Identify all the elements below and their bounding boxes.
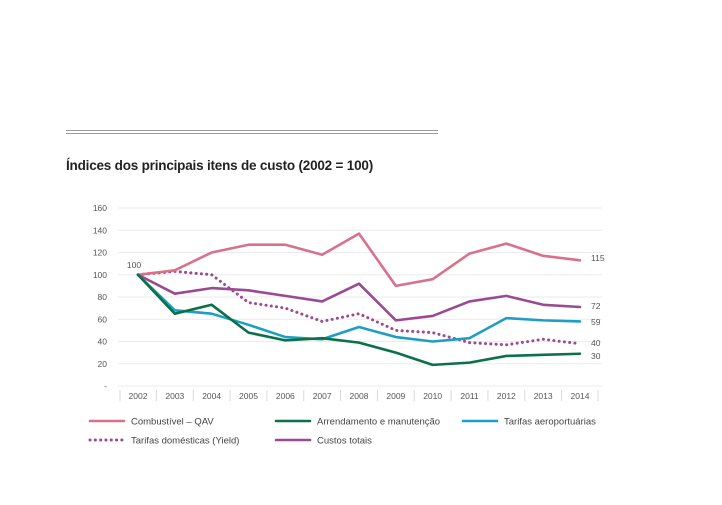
y-tick-label: 140 <box>93 225 107 235</box>
x-tick-label: 2010 <box>423 391 442 401</box>
start-label: 100 <box>127 260 141 270</box>
x-tick-label: 2005 <box>239 391 258 401</box>
end-label: 72 <box>591 301 601 311</box>
legend-label: Combustível – QAV <box>131 417 214 428</box>
series-line <box>136 232 582 288</box>
series-line <box>136 273 582 322</box>
x-tick-label: 2007 <box>313 391 332 401</box>
end-label: 59 <box>591 317 601 327</box>
chart-title: Índices dos principais itens de custo (2… <box>66 158 373 173</box>
y-tick-label: 100 <box>93 270 107 280</box>
legend-label: Tarifas aeroportuárias <box>504 417 596 428</box>
x-tick-label: 2004 <box>202 391 221 401</box>
y-tick-label: 20 <box>98 359 108 369</box>
x-tick-label: 2013 <box>534 391 553 401</box>
end-label: 115 <box>591 253 605 263</box>
y-tick-label: 120 <box>93 248 107 258</box>
y-tick-label: 160 <box>93 203 107 213</box>
x-tick-label: 2012 <box>497 391 516 401</box>
y-tick-label: - <box>104 381 107 391</box>
y-tick-label: 40 <box>98 337 108 347</box>
series-line <box>136 269 582 347</box>
end-label: 40 <box>591 338 601 348</box>
legend-label: Tarifas domésticas (Yield) <box>131 436 239 447</box>
series-line <box>136 273 582 367</box>
legend-label: Arrendamento e manutenção <box>317 417 440 428</box>
x-tick-label: 2006 <box>276 391 295 401</box>
top-rule-lower <box>66 133 438 134</box>
top-rule-upper <box>66 130 438 131</box>
x-tick-label: 2003 <box>165 391 184 401</box>
y-tick-label: 60 <box>98 314 108 324</box>
y-tick-label: 80 <box>98 292 108 302</box>
x-tick-label: 2011 <box>460 391 479 401</box>
x-tick-label: 2009 <box>386 391 405 401</box>
legend-label: Custos totais <box>317 436 372 447</box>
x-tick-label: 2002 <box>129 391 148 401</box>
series-line <box>136 273 582 343</box>
x-tick-label: 2014 <box>571 391 590 401</box>
end-label: 30 <box>591 351 601 361</box>
x-tick-label: 2008 <box>350 391 369 401</box>
